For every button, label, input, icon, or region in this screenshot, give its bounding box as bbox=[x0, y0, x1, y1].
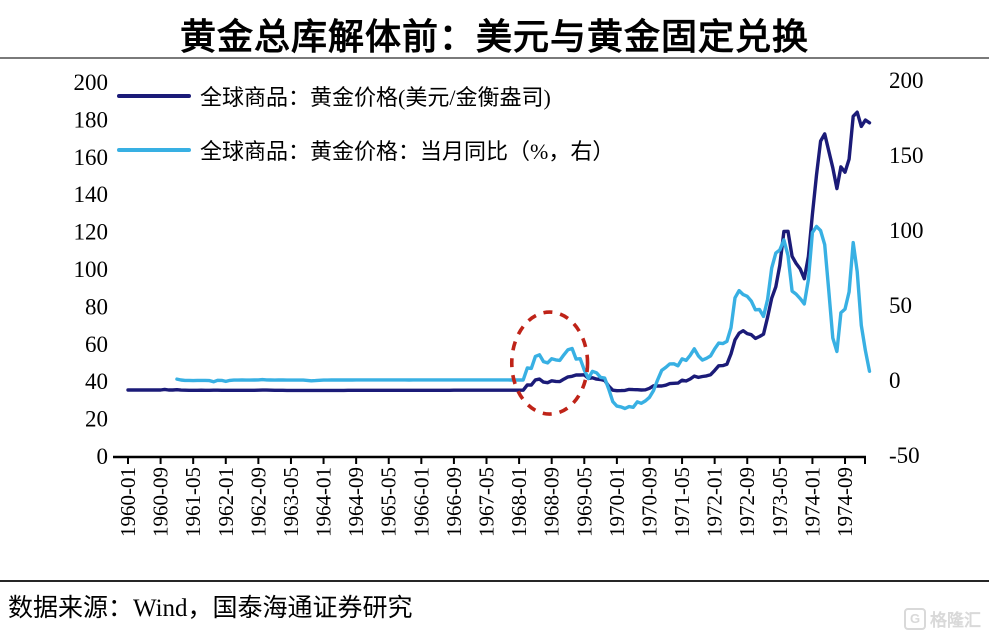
x-tick-label: 1968-01 bbox=[507, 467, 531, 537]
left-axis-tick-label: 60 bbox=[85, 332, 108, 357]
x-tick-label: 1973-05 bbox=[768, 467, 792, 537]
legend-label-yoy: 全球商品：黄金价格：当月同比（%，右） bbox=[200, 139, 615, 164]
x-tick-label: 1968-09 bbox=[540, 467, 564, 537]
left-axis-tick-label: 100 bbox=[74, 257, 109, 282]
left-axis-tick-label: 160 bbox=[74, 145, 109, 170]
x-tick-label: 1966-01 bbox=[409, 467, 433, 537]
gold-yoy-line bbox=[175, 224, 872, 411]
x-tick-label: 1970-09 bbox=[637, 467, 661, 537]
x-tick-label: 1967-05 bbox=[475, 467, 499, 537]
right-axis-tick-label: 200 bbox=[889, 68, 924, 93]
legend-item-gold-price: 全球商品：黄金价格(美元/金衡盎司) bbox=[117, 82, 614, 110]
left-axis-tick-label: 20 bbox=[85, 407, 108, 432]
x-tick-label: 1962-01 bbox=[214, 467, 238, 537]
x-tick-label: 1969-05 bbox=[572, 467, 596, 537]
x-tick-label: 1974-09 bbox=[833, 467, 857, 537]
gold-price-line bbox=[126, 110, 872, 393]
x-tick-label: 1966-09 bbox=[442, 467, 466, 537]
legend-line-swatch-yoy bbox=[117, 148, 191, 152]
gelonghui-logo-icon: G bbox=[904, 607, 926, 630]
left-axis-tick-label: 120 bbox=[74, 220, 109, 245]
x-tick-label: 1964-01 bbox=[312, 467, 336, 537]
left-axis-tick-label: 0 bbox=[97, 444, 109, 469]
right-axis-tick-label: 150 bbox=[889, 143, 924, 168]
left-axis-tick-label: 180 bbox=[74, 107, 109, 132]
right-axis-tick-label: 0 bbox=[889, 368, 901, 393]
x-tick-label: 1960-01 bbox=[116, 467, 140, 537]
x-tick-label: 1960-09 bbox=[149, 467, 173, 537]
x-tick-label: 1970-01 bbox=[605, 467, 629, 537]
watermark-text: 格隆汇 bbox=[930, 611, 981, 630]
left-axis-tick-label: 40 bbox=[85, 369, 108, 394]
legend-label-gold-price: 全球商品：黄金价格(美元/金衡盎司) bbox=[200, 85, 551, 110]
x-tick-label: 1961-05 bbox=[181, 467, 205, 537]
x-tick-label: 1974-01 bbox=[800, 467, 824, 537]
x-tick-label: 1971-05 bbox=[670, 467, 694, 537]
right-axis-tick-label: 100 bbox=[889, 218, 924, 243]
x-tick-label: 1963-05 bbox=[279, 467, 303, 537]
highlight-ellipse-annotation bbox=[509, 310, 590, 416]
right-axis-tick-label: 50 bbox=[889, 293, 912, 318]
legend-line-swatch-gold-price bbox=[117, 94, 191, 98]
title-divider bbox=[0, 57, 989, 59]
right-axis-tick-label: -50 bbox=[889, 443, 920, 468]
left-axis-tick-label: 200 bbox=[74, 70, 109, 95]
gelonghui-watermark: G 格隆汇 bbox=[904, 606, 981, 631]
source-note: 数据来源：Wind，国泰海通证券研究 bbox=[8, 595, 413, 622]
left-axis-tick-label: 80 bbox=[85, 294, 108, 319]
legend-item-yoy: 全球商品：黄金价格：当月同比（%，右） bbox=[117, 136, 614, 164]
x-tick-label: 1964-09 bbox=[344, 467, 368, 537]
x-tick-label: 1962-09 bbox=[246, 467, 270, 537]
x-tick-label: 1972-01 bbox=[703, 467, 727, 537]
footer-divider bbox=[0, 580, 989, 582]
chart-legend: 全球商品：黄金价格(美元/金衡盎司) 全球商品：黄金价格：当月同比（%，右） bbox=[117, 82, 614, 190]
x-tick-label: 1965-05 bbox=[377, 467, 401, 537]
page-title: 黄金总库解体前：美元与黄金固定兑换 bbox=[179, 17, 809, 57]
x-tick-label: 1972-09 bbox=[735, 467, 759, 537]
left-axis-tick-label: 140 bbox=[74, 182, 109, 207]
